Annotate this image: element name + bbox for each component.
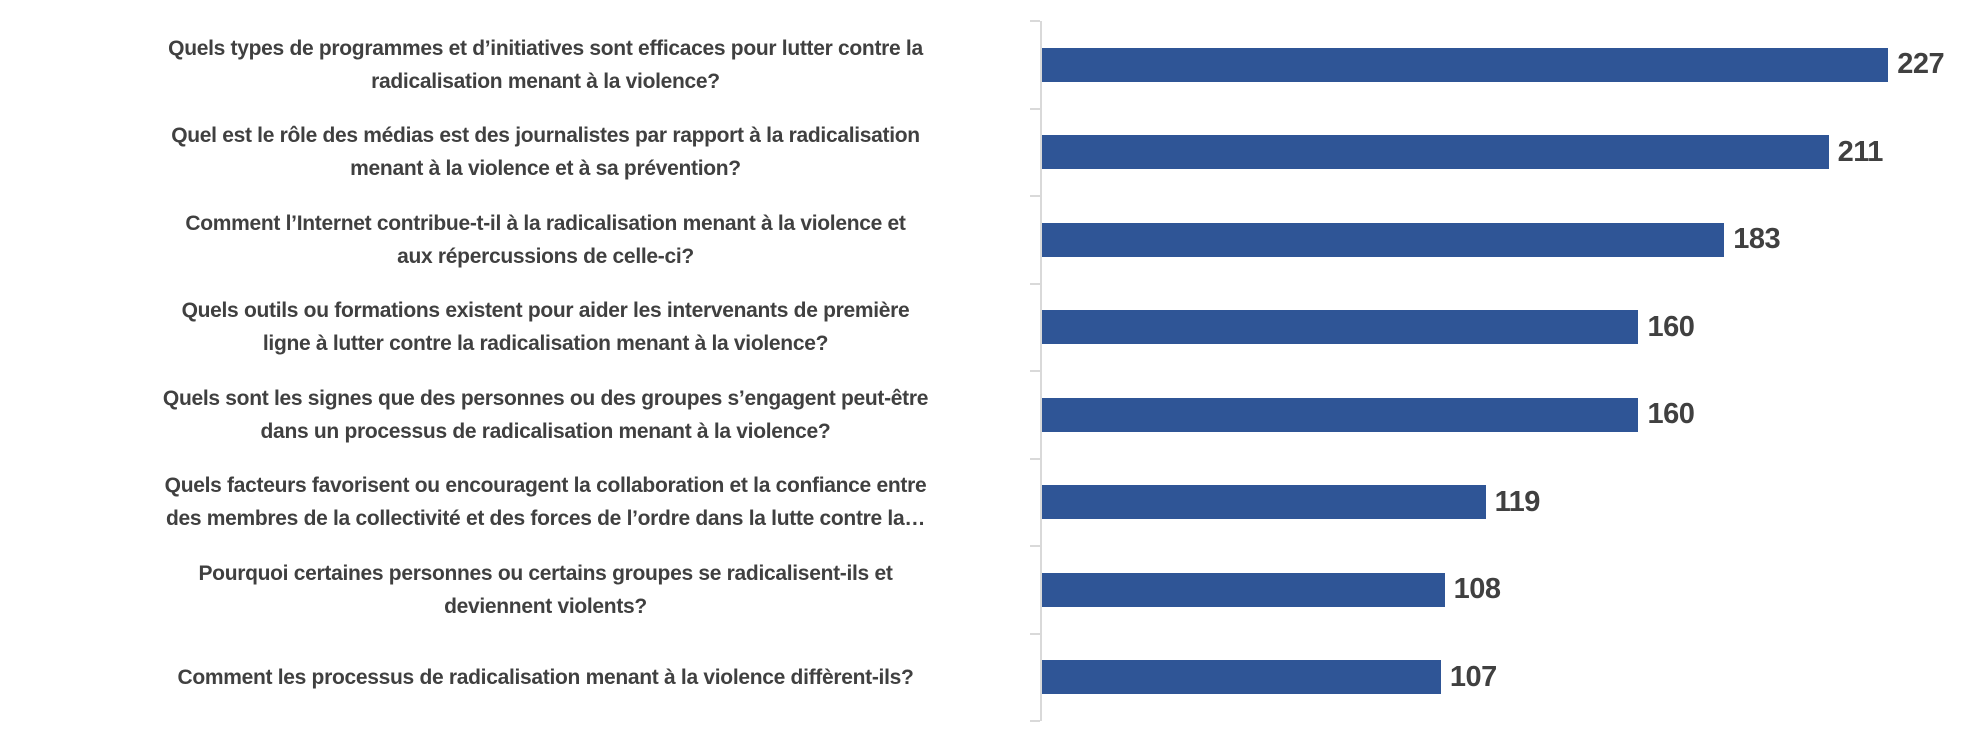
chart-row: Pourquoi certaines personnes ou certains… — [0, 545, 1974, 634]
chart-row: Comment les processus de radicalisation … — [0, 632, 1974, 722]
category-label: Comment les processus de radicalisation … — [177, 665, 914, 689]
chart-row: Quel est le rôle des médias est des jour… — [0, 107, 1974, 196]
plot-area: 107 — [1030, 632, 1974, 722]
value-label: 227 — [1897, 48, 1945, 81]
plot-area: 160 — [1030, 370, 1974, 459]
plot-area: 211 — [1030, 107, 1974, 196]
bar — [1042, 47, 1889, 82]
category-label: Quel est le rôle des médias est des jour… — [171, 124, 920, 181]
plot-area: 227 — [1030, 20, 1974, 109]
chart-row: Quels facteurs favorisent ou encouragent… — [0, 457, 1974, 546]
bar — [1042, 397, 1639, 432]
plot-area: 183 — [1030, 195, 1974, 284]
category-label: Quels facteurs favorisent ou encouragent… — [164, 474, 927, 531]
plot-area: 108 — [1030, 545, 1974, 634]
category-label: Comment l’Internet contribue-t-il à la r… — [185, 211, 906, 268]
category-label: Quels types de programmes et d’initiativ… — [168, 36, 923, 93]
value-label: 160 — [1647, 310, 1695, 343]
value-label: 211 — [1837, 135, 1884, 168]
bar — [1042, 135, 1829, 170]
category-label: Quels outils ou formations existent pour… — [181, 299, 910, 356]
value-label: 160 — [1647, 398, 1695, 431]
value-label: 108 — [1453, 573, 1501, 606]
chart-row: Quels types de programmes et d’initiativ… — [0, 20, 1974, 109]
bar — [1042, 572, 1445, 607]
category-label: Quels sont les signes que des personnes … — [162, 386, 929, 443]
category-label: Pourquoi certaines personnes ou certains… — [198, 561, 893, 618]
bar — [1042, 310, 1639, 345]
plot-area: 160 — [1030, 282, 1974, 371]
bar — [1042, 485, 1486, 520]
bar — [1042, 222, 1725, 257]
chart-row: Quels outils ou formations existent pour… — [0, 282, 1974, 371]
value-label: 107 — [1449, 660, 1497, 693]
value-label: 183 — [1733, 223, 1781, 256]
value-label: 119 — [1494, 485, 1541, 518]
bar — [1042, 660, 1441, 695]
chart-row: Comment l’Internet contribue-t-il à la r… — [0, 195, 1974, 284]
chart-row: Quels sont les signes que des personnes … — [0, 370, 1974, 459]
plot-area: 119 — [1030, 457, 1974, 546]
